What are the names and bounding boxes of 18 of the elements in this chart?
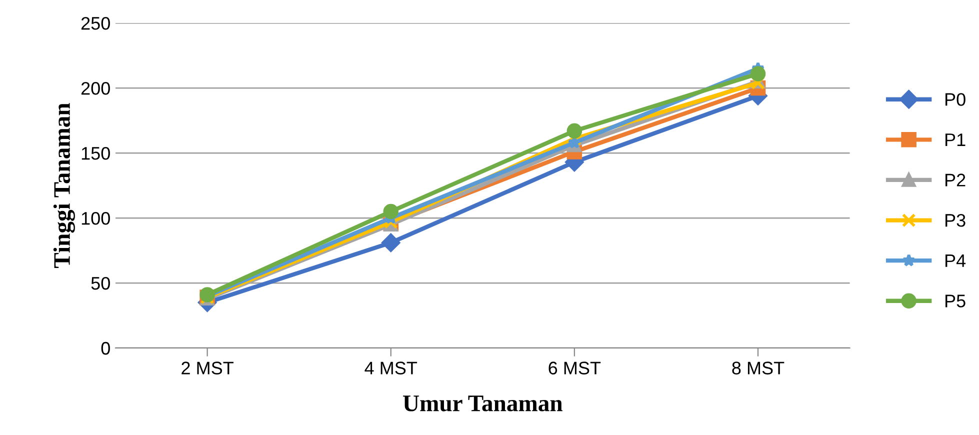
y-tick-label: 100 [82, 212, 110, 225]
y-tick-label: 200 [81, 82, 110, 95]
y-tick-label: 250 [81, 16, 110, 30]
legend-label: P1 [946, 134, 966, 146]
x-tick-label: 6 MST [548, 362, 601, 374]
y-tick-label: 150 [82, 146, 110, 160]
x-tick-label: 8 MST [732, 362, 784, 374]
legend-label: P3 [946, 214, 966, 227]
legend-label: P5 [946, 294, 966, 308]
y-tick-label: 50 [91, 276, 110, 290]
legend-label: P0 [946, 93, 966, 106]
y-axis-title: Tinggi Tanaman [53, 103, 75, 268]
legend-label: P4 [946, 254, 966, 267]
x-tick-label: 4 MST [364, 362, 418, 374]
x-tick-label: 2 MST [182, 362, 234, 374]
legend-label: P2 [946, 174, 966, 186]
x-axis-title: Umur Tanaman [403, 396, 562, 412]
y-tick-label: 0 [101, 342, 110, 355]
